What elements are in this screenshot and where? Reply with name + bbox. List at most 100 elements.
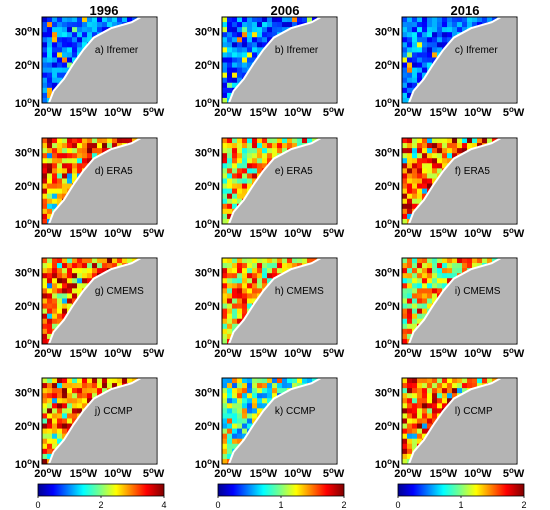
- heatmap-cell: [102, 27, 108, 33]
- heatmap-cell: [232, 203, 238, 210]
- heatmap-cell: [237, 178, 243, 184]
- heatmap-cell: [232, 313, 238, 320]
- heatmap-cell: [52, 258, 58, 264]
- heatmap-cell: [52, 298, 58, 304]
- heatmap-cell: [42, 163, 48, 169]
- heatmap-cell: [417, 67, 423, 74]
- heatmap-cell: [102, 258, 108, 264]
- colorbar-tick-label: 1: [458, 500, 463, 510]
- heatmap-cell: [47, 298, 53, 304]
- heatmap-cell: [67, 27, 73, 33]
- heatmap-cell: [227, 82, 233, 89]
- heatmap-cell: [62, 308, 68, 315]
- column-title-1996: 1996: [90, 3, 119, 18]
- heatmap-cell: [412, 77, 418, 84]
- heatmap-cell: [77, 398, 83, 404]
- heatmap-cell: [412, 203, 418, 210]
- heatmap-cell: [57, 388, 63, 394]
- heatmap-cell: [452, 388, 458, 394]
- heatmap-cell: [67, 62, 73, 68]
- heatmap-cell: [232, 428, 238, 435]
- heatmap-cell: [237, 418, 243, 424]
- heatmap-cell: [252, 17, 258, 23]
- heatmap-cell: [227, 383, 233, 389]
- heatmap-cell: [257, 258, 263, 264]
- heatmap-cell: [67, 163, 73, 169]
- heatmap-cell: [57, 173, 63, 179]
- heatmap-cell: [102, 383, 108, 389]
- heatmap-cell: [432, 288, 438, 294]
- heatmap-cell: [437, 263, 443, 269]
- heatmap-cell: [402, 418, 408, 424]
- panel-label: h) CMEMS: [275, 286, 324, 297]
- heatmap-cell: [47, 398, 53, 404]
- heatmap-cell: [77, 168, 83, 174]
- heatmap-cell: [452, 273, 458, 279]
- heatmap-cell: [242, 17, 248, 23]
- heatmap-cell: [67, 408, 73, 414]
- heatmap-cell: [417, 37, 423, 43]
- heatmap-cell: [52, 188, 58, 195]
- heatmap-cell: [432, 158, 438, 164]
- heatmap-cell: [72, 32, 78, 38]
- heatmap-cell: [252, 163, 258, 169]
- heatmap-cell: [67, 173, 73, 179]
- heatmap-cell: [77, 143, 83, 149]
- heatmap-cell: [482, 258, 488, 264]
- heatmap-cell: [472, 378, 478, 384]
- heatmap-cell: [402, 393, 408, 399]
- heatmap-cell: [442, 263, 448, 269]
- heatmap-cell: [227, 37, 233, 43]
- heatmap-cell: [427, 378, 433, 384]
- heatmap-cell: [52, 303, 58, 309]
- heatmap-cell: [287, 383, 293, 389]
- heatmap-cell: [232, 288, 238, 294]
- heatmap-cell: [107, 138, 113, 144]
- heatmap-cell: [222, 263, 228, 269]
- heatmap-cell: [402, 408, 408, 414]
- heatmap-cell: [297, 138, 303, 144]
- heatmap-cell: [42, 318, 48, 325]
- heatmap-cell: [62, 72, 68, 79]
- heatmap-cell: [287, 143, 293, 149]
- heatmap-cell: [257, 32, 263, 38]
- heatmap-cell: [407, 37, 413, 43]
- heatmap-cell: [462, 378, 468, 384]
- heatmap-cell: [237, 283, 243, 289]
- heatmap-cell: [407, 168, 413, 174]
- heatmap-cell: [72, 378, 78, 384]
- heatmap-cell: [407, 313, 413, 320]
- heatmap-cell: [227, 453, 233, 460]
- heatmap-cell: [52, 263, 58, 269]
- panel-frame: [41, 16, 158, 104]
- heatmap-cell: [247, 278, 253, 284]
- heatmap-cell: [282, 388, 288, 394]
- heatmap-cell: [77, 47, 83, 53]
- heatmap-cell: [472, 258, 478, 264]
- heatmap-cell: [422, 148, 428, 154]
- heatmap-cell: [417, 423, 423, 429]
- heatmap-cell: [422, 388, 428, 394]
- heatmap-cell: [442, 398, 448, 404]
- heatmap-cell: [242, 42, 248, 48]
- panel-label: i) CMEMS: [455, 286, 501, 297]
- lon-tick-label: 10oW: [464, 466, 492, 480]
- heatmap-cell: [62, 263, 68, 269]
- heatmap-cell: [232, 62, 238, 68]
- heatmap-cell: [62, 383, 68, 389]
- heatmap-cell: [432, 143, 438, 149]
- heatmap-cell: [222, 47, 228, 53]
- heatmap-cell: [267, 17, 273, 23]
- heatmap-cell: [42, 383, 48, 389]
- lon-tick-label: 5oW: [503, 346, 525, 360]
- heatmap-cell: [442, 268, 448, 274]
- heatmap-cell: [437, 283, 443, 289]
- heatmap-cell: [92, 388, 98, 394]
- heatmap-cell: [97, 138, 103, 144]
- heatmap-cell: [407, 183, 413, 189]
- heatmap-cell: [407, 148, 413, 154]
- lat-tick-label: 30oN: [375, 386, 400, 400]
- heatmap-cell: [47, 268, 53, 274]
- heatmap-cell: [222, 428, 228, 435]
- heatmap-cell: [457, 22, 463, 28]
